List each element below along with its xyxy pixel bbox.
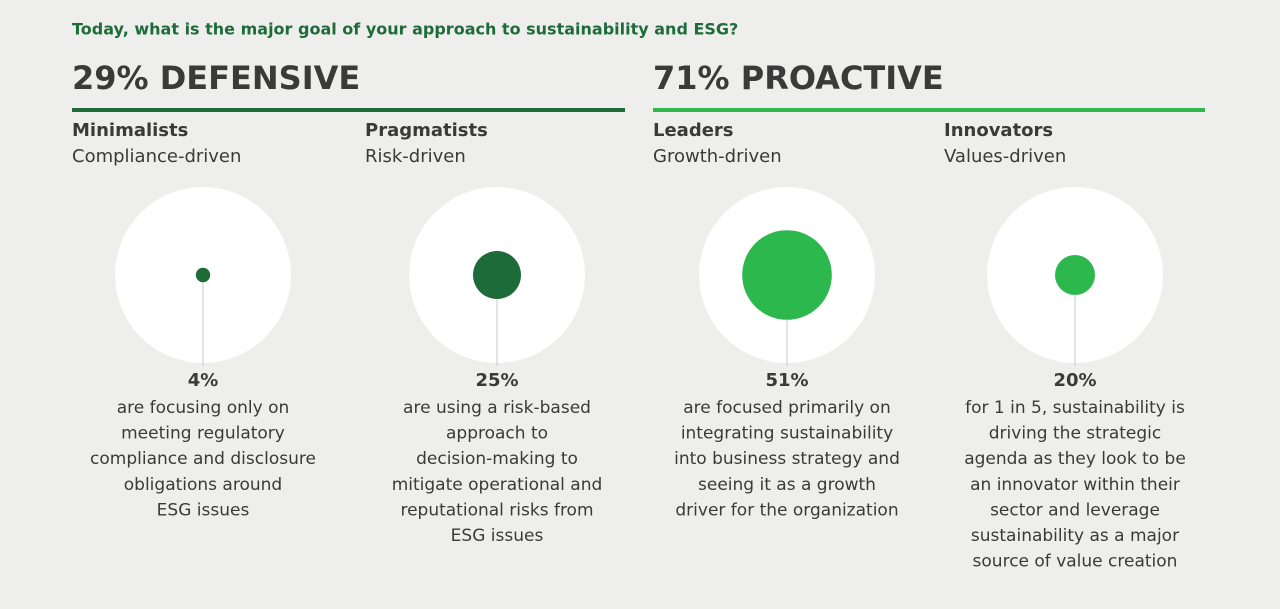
description-line: sector and leverage (990, 500, 1160, 520)
category-subtitle: Compliance-driven (72, 146, 241, 167)
description-line: compliance and disclosure (90, 449, 316, 469)
group-rule (653, 108, 1205, 112)
description-line: mitigate operational and (392, 475, 603, 495)
description-line: reputational risks from (400, 500, 593, 520)
description-line: ESG issues (157, 500, 250, 520)
bubble (195, 267, 211, 283)
description-line: seeing it as a growth (698, 475, 876, 495)
group-rule (72, 108, 625, 112)
bubble (473, 251, 521, 299)
bubble (742, 230, 832, 320)
description-line: an innovator within their (970, 475, 1180, 495)
category-label: Leaders (653, 120, 734, 141)
description-line: into business strategy and (674, 449, 900, 469)
description-line: ESG issues (451, 526, 544, 546)
value-label: 20% (1053, 370, 1096, 391)
group-title: 71% PROACTIVE (653, 59, 944, 97)
category-subtitle: Risk-driven (365, 146, 466, 167)
category-label: Pragmatists (365, 120, 488, 141)
description-line: source of value creation (973, 552, 1178, 572)
description-line: driving the strategic (989, 424, 1161, 444)
category-label: Minimalists (72, 120, 188, 141)
category-label: Innovators (944, 120, 1053, 141)
description-line: driver for the organization (675, 500, 898, 520)
description-line: decision-making to (416, 449, 578, 469)
description-line: integrating sustainability (681, 424, 893, 444)
description-line: are focused primarily on (683, 398, 890, 418)
value-label: 25% (475, 370, 518, 391)
description-line: are focusing only on (117, 398, 290, 418)
description-line: agenda as they look to be (964, 449, 1186, 469)
description-line: sustainability as a major (971, 526, 1179, 546)
category-subtitle: Growth-driven (653, 146, 782, 167)
description-line: meeting regulatory (121, 424, 285, 444)
description-line: for 1 in 5, sustainability is (965, 398, 1185, 418)
category-subtitle: Values-driven (944, 146, 1066, 167)
group-title: 29% DEFENSIVE (72, 59, 360, 97)
description-line: approach to (446, 424, 548, 444)
value-label: 4% (188, 370, 219, 391)
chart-title: Today, what is the major goal of your ap… (72, 20, 738, 39)
bubble (1055, 255, 1095, 295)
value-label: 51% (765, 370, 808, 391)
description-line: are using a risk-based (403, 398, 591, 418)
description-line: obligations around (124, 475, 282, 495)
